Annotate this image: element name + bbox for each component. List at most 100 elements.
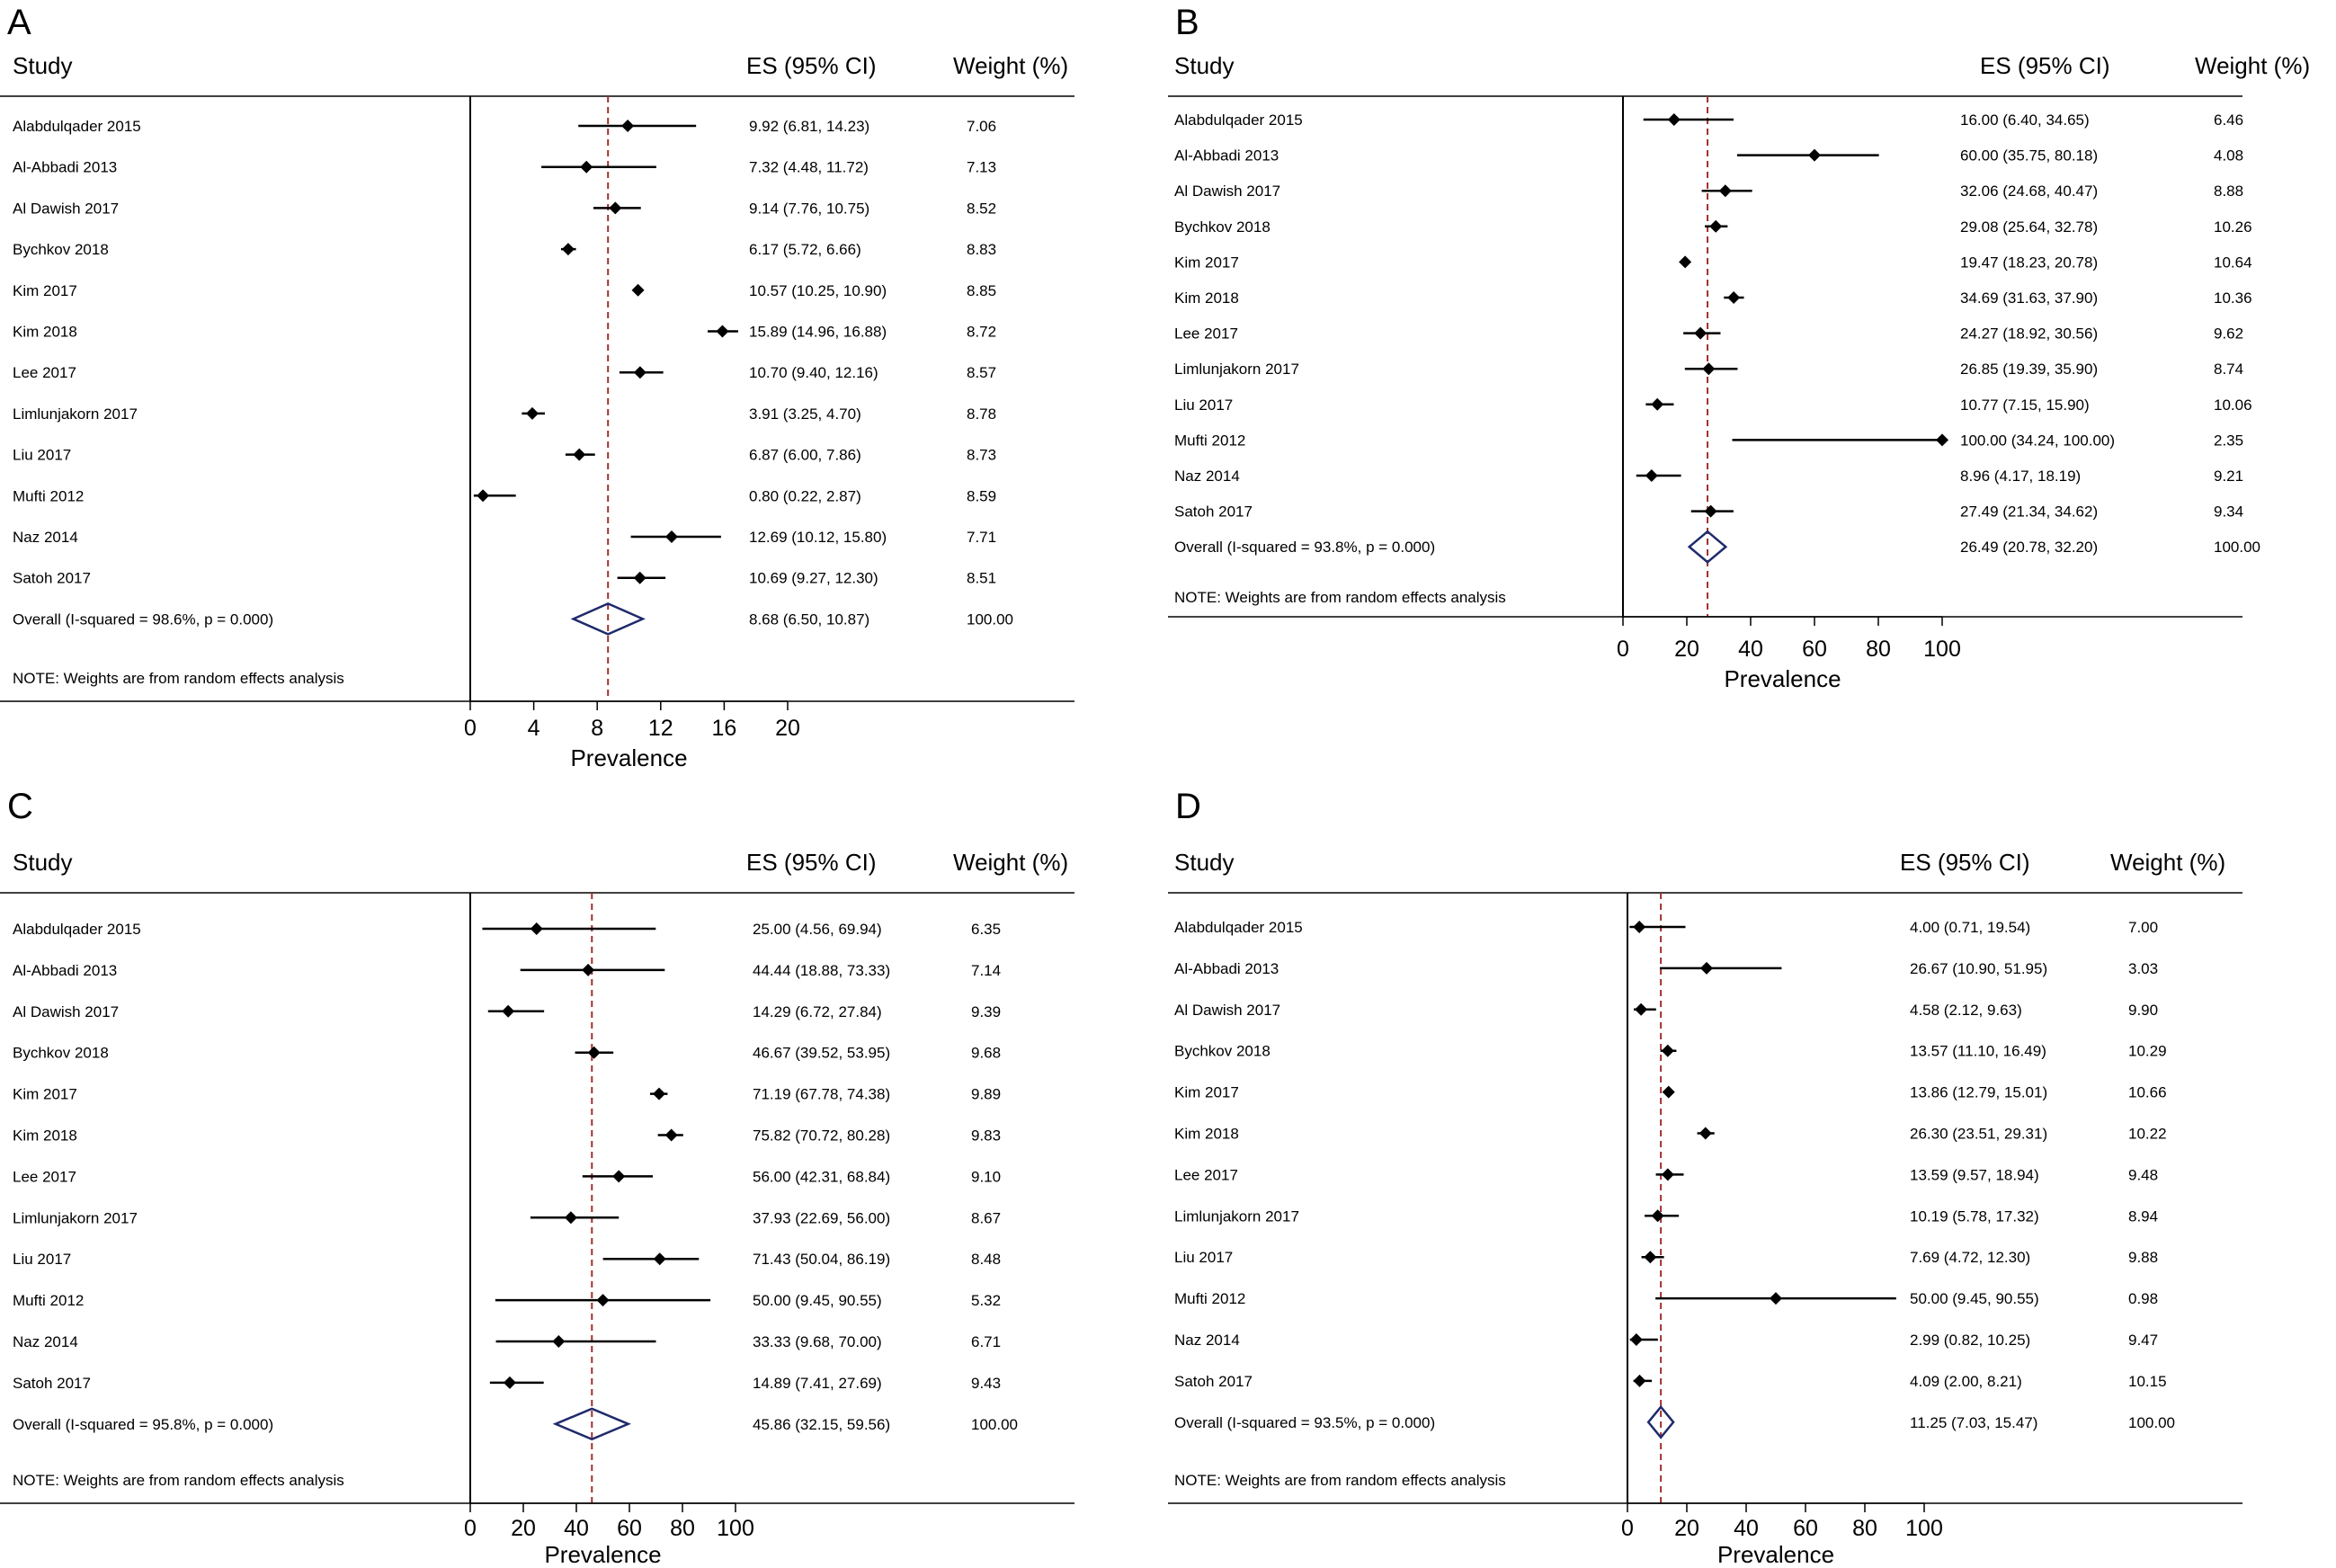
study-weight: 8.94 (2128, 1207, 2158, 1225)
study-weight: 8.85 (967, 282, 996, 299)
study-point-marker (580, 160, 593, 174)
x-tick-label: 80 (670, 1516, 695, 1541)
study-point-marker (1936, 433, 1948, 447)
overall-es-text: 26.49 (20.78, 32.20) (1960, 539, 2098, 556)
study-es-text: 34.69 (31.63, 37.90) (1960, 290, 2098, 307)
study-label: Mufti 2012 (1174, 1290, 1245, 1307)
forest-plot-panel-d: D Study ES (95% CI) Weight (%) Alabdulqader … (1168, 787, 2242, 1568)
x-axis-label: Prevalence (570, 744, 687, 771)
study-es-text: 56.00 (42.31, 68.84) (753, 1168, 890, 1185)
study-label: Liu 2017 (13, 447, 71, 464)
study-label: Liu 2017 (1174, 1249, 1233, 1266)
study-weight: 8.78 (967, 405, 996, 423)
header-study: Study (13, 849, 73, 876)
weights-note: NOTE: Weights are from random effects an… (13, 670, 344, 687)
study-es-text: 4.58 (2.12, 9.63) (1910, 1002, 2022, 1019)
study-weight: 9.48 (2128, 1166, 2158, 1183)
study-weight: 8.72 (967, 324, 996, 341)
study-label: Liu 2017 (1174, 396, 1233, 414)
header-es: ES (95% CI) (1980, 52, 2110, 79)
header-es: ES (95% CI) (746, 52, 877, 79)
study-point-marker (477, 489, 490, 503)
x-tick-label: 12 (648, 716, 673, 741)
study-label: Naz 2014 (13, 1333, 78, 1350)
study-label: Kim 2017 (13, 1086, 77, 1103)
study-label: Naz 2014 (13, 529, 78, 546)
study-weight: 10.26 (2214, 218, 2252, 236)
study-weight: 6.71 (971, 1333, 1001, 1350)
study-label: Al-Abbadi 2013 (13, 159, 117, 176)
study-point-marker (653, 1252, 666, 1266)
header-es: ES (95% CI) (1900, 849, 2030, 876)
study-es-text: 6.17 (5.72, 6.66) (749, 241, 861, 258)
study-es-text: 100.00 (34.24, 100.00) (1960, 432, 2115, 449)
study-point-marker (1629, 1333, 1643, 1346)
study-es-text: 29.08 (25.64, 32.78) (1960, 218, 2098, 236)
x-tick-label: 60 (1802, 637, 1827, 662)
study-point-marker (633, 366, 646, 379)
x-tick-label: 40 (1734, 1516, 1759, 1541)
study-es-text: 7.69 (4.72, 12.30) (1910, 1249, 2030, 1266)
study-point-marker (1679, 255, 1692, 269)
study-point-marker (664, 1128, 678, 1142)
study-weight: 9.10 (971, 1168, 1001, 1185)
study-es-text: 60.00 (35.75, 80.18) (1960, 147, 2098, 165)
study-es-text: 27.49 (21.34, 34.62) (1960, 503, 2098, 521)
study-weight: 7.06 (967, 118, 996, 135)
study-point-marker (1808, 148, 1821, 162)
study-point-marker (552, 1335, 566, 1348)
study-es-text: 14.89 (7.41, 27.69) (753, 1375, 882, 1392)
study-point-marker (1633, 921, 1646, 933)
study-label: Satoh 2017 (13, 1375, 91, 1392)
study-point-marker (1727, 291, 1741, 304)
study-es-text: 14.29 (6.72, 27.84) (753, 1003, 882, 1020)
study-label: Kim 2018 (1174, 290, 1239, 307)
study-es-text: 33.33 (9.68, 70.00) (753, 1333, 882, 1350)
x-tick-label: 60 (1793, 1516, 1818, 1541)
header-weight: Weight (%) (2110, 849, 2225, 876)
study-label: Kim 2018 (13, 1127, 77, 1145)
x-tick-label: 100 (1923, 637, 1961, 662)
study-weight: 9.89 (971, 1086, 1001, 1103)
study-weight: 10.15 (2128, 1373, 2167, 1390)
study-point-marker (526, 406, 539, 420)
study-weight: 6.35 (971, 921, 1001, 938)
overall-label: Overall (I-squared = 93.5%, p = 0.000) (1174, 1414, 1435, 1431)
study-label: Al Dawish 2017 (1174, 183, 1280, 200)
study-point-marker (1661, 1044, 1674, 1057)
study-point-marker (1770, 1292, 1782, 1305)
study-es-text: 10.70 (9.40, 12.16) (749, 364, 878, 381)
x-axis-label: Prevalence (1717, 1541, 1834, 1568)
study-label: Kim 2017 (13, 282, 77, 299)
study-point-marker (1709, 219, 1723, 233)
study-weight: 10.06 (2214, 396, 2252, 414)
panel-letter: D (1175, 787, 1201, 826)
study-weight: 0.98 (2128, 1290, 2158, 1307)
study-label: Al Dawish 2017 (1174, 1002, 1280, 1019)
overall-label: Overall (I-squared = 93.8%, p = 0.000) (1174, 539, 1435, 556)
study-es-text: 2.99 (0.82, 10.25) (1910, 1332, 2030, 1349)
x-tick-label: 0 (1617, 637, 1629, 662)
header-weight: Weight (%) (2195, 52, 2310, 79)
x-tick-label: 20 (775, 716, 800, 741)
study-es-text: 3.91 (3.25, 4.70) (749, 405, 861, 423)
study-point-marker (1644, 1251, 1657, 1264)
weights-note: NOTE: Weights are from random effects an… (1174, 1472, 1506, 1489)
study-es-text: 16.00 (6.40, 34.65) (1960, 111, 2090, 129)
overall-diamond (1646, 1404, 1675, 1439)
study-weight: 8.74 (2214, 361, 2243, 378)
x-tick-label: 80 (1852, 1516, 1877, 1541)
study-point-marker (1645, 469, 1658, 482)
study-es-text: 50.00 (9.45, 90.55) (1910, 1290, 2039, 1307)
study-label: Limlunjakorn 2017 (1174, 361, 1299, 378)
x-tick-label: 0 (1621, 1516, 1634, 1541)
study-weight: 10.22 (2128, 1126, 2167, 1143)
study-weight: 8.59 (967, 487, 996, 504)
study-point-marker (653, 1087, 666, 1100)
study-es-text: 32.06 (24.68, 40.47) (1960, 183, 2098, 200)
study-label: Naz 2014 (1174, 468, 1240, 485)
study-weight: 2.35 (2214, 432, 2243, 449)
study-label: Alabdulqader 2015 (13, 118, 141, 135)
study-point-marker (1700, 961, 1714, 975)
study-es-text: 9.92 (6.81, 14.23) (749, 118, 869, 135)
